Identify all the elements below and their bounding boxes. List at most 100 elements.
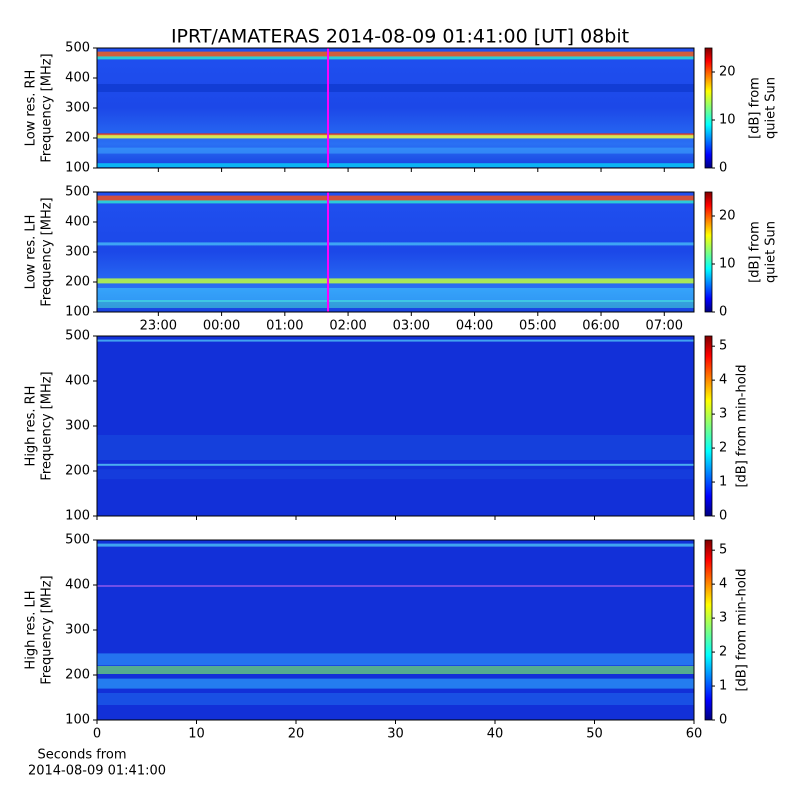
x-tick-label: 20 <box>288 727 305 742</box>
colorbar-tick-label: 2 <box>719 645 727 660</box>
y-axis-label: Low res. RH <box>24 70 39 147</box>
colorbar-label: quiet Sun <box>764 77 779 139</box>
heatmap-texture <box>97 463 694 466</box>
colorbar-tick-label: 4 <box>719 577 727 592</box>
colorbar-tick-label: 0 <box>719 305 727 320</box>
heatmap-texture <box>97 469 694 480</box>
colorbar-tick-label: 4 <box>719 373 727 388</box>
y-tick-label: 400 <box>65 578 90 593</box>
x-tick-label: 30 <box>387 727 404 742</box>
colorbar-tick-label: 3 <box>719 611 727 626</box>
y-axis-label: Frequency [MHz] <box>40 197 55 306</box>
colorbar-tick-label: 10 <box>719 257 736 272</box>
y-tick-label: 200 <box>65 131 90 146</box>
heatmap-texture <box>97 543 694 547</box>
colorbar-tick-label: 5 <box>719 543 727 558</box>
y-tick-label: 500 <box>65 41 90 56</box>
heatmap-texture <box>97 133 694 136</box>
colorbar-label: [dB] from min-hold <box>735 364 750 487</box>
heatmap-texture <box>97 666 694 674</box>
y-axis-label: High res. LH <box>24 590 39 669</box>
colorbar-tick-label: 1 <box>719 679 727 694</box>
y-axis-label: High res. RH <box>24 386 39 467</box>
colorbar <box>704 47 713 169</box>
heatmap-texture <box>97 163 694 168</box>
colorbar-tick-label: 5 <box>719 339 727 354</box>
colorbar <box>704 539 713 721</box>
colorbar-tick-label: 2 <box>719 441 727 456</box>
y-tick-label: 400 <box>65 215 90 230</box>
y-axis-label: Low res. LH <box>24 215 39 290</box>
heatmap-texture <box>97 288 694 302</box>
heatmap-texture <box>97 134 694 139</box>
heatmap-background <box>97 540 694 720</box>
colorbar-tick-label: 20 <box>719 209 736 224</box>
y-tick-label: 300 <box>65 623 90 638</box>
y-tick-label: 500 <box>65 533 90 548</box>
y-tick-label: 100 <box>65 305 90 320</box>
x-tick-label: 00:00 <box>203 319 240 334</box>
colorbar-tick-label: 20 <box>719 65 736 80</box>
colorbar-tick-label: 0 <box>719 713 727 728</box>
x-tick-label: 07:00 <box>646 319 683 334</box>
y-tick-label: 100 <box>65 161 90 176</box>
y-axis-label: Frequency [MHz] <box>40 53 55 162</box>
colorbar-tick-label: 0 <box>719 161 727 176</box>
heatmap-texture <box>97 242 694 246</box>
x-axis-label: Seconds from <box>37 748 126 763</box>
y-axis-label: Frequency [MHz] <box>40 575 55 684</box>
colorbar-label: [dB] from <box>748 221 763 283</box>
y-tick-label: 200 <box>65 275 90 290</box>
heatmap-texture <box>97 278 694 284</box>
colorbar-tick-label: 10 <box>719 113 736 128</box>
x-tick-label: 01:00 <box>266 319 303 334</box>
x-tick-label: 50 <box>586 727 603 742</box>
x-tick-label: 06:00 <box>582 319 619 334</box>
heatmap-texture <box>97 195 694 201</box>
y-tick-label: 500 <box>65 329 90 344</box>
heatmap-texture <box>97 339 694 342</box>
y-tick-label: 500 <box>65 185 90 200</box>
heatmap-texture <box>97 693 694 705</box>
x-tick-label: 04:00 <box>456 319 493 334</box>
x-tick-label: 60 <box>686 727 703 742</box>
colorbar-tick-label: 3 <box>719 407 727 422</box>
x-tick-label: 03:00 <box>393 319 430 334</box>
y-tick-label: 300 <box>65 101 90 116</box>
heatmap-texture <box>97 147 694 154</box>
y-tick-label: 100 <box>65 509 90 524</box>
x-tick-label: 40 <box>487 727 504 742</box>
heatmap-texture <box>97 51 694 57</box>
heatmap-texture <box>97 200 694 204</box>
x-tick-label: 0 <box>93 727 101 742</box>
x-tick-label: 10 <box>188 727 205 742</box>
heatmap-texture <box>97 653 694 666</box>
colorbar-label: [dB] from <box>748 77 763 139</box>
heatmap-texture <box>97 300 694 308</box>
heatmap-texture <box>97 435 694 460</box>
heatmap-texture <box>97 56 694 60</box>
y-tick-label: 400 <box>65 71 90 86</box>
x-tick-label: 23:00 <box>140 319 177 334</box>
colorbar <box>704 191 713 313</box>
heatmap-texture <box>97 678 694 689</box>
y-tick-label: 200 <box>65 668 90 683</box>
colorbar-tick-label: 0 <box>719 509 727 524</box>
y-tick-label: 200 <box>65 464 90 479</box>
y-tick-label: 400 <box>65 374 90 389</box>
y-tick-label: 300 <box>65 245 90 260</box>
colorbar <box>704 335 713 517</box>
x-axis-label: 2014-08-09 01:41:00 <box>28 764 166 779</box>
figure-title: IPRT/AMATERAS 2014-08-09 01:41:00 [UT] 0… <box>171 26 629 48</box>
colorbar-tick-label: 1 <box>719 475 727 490</box>
y-tick-label: 100 <box>65 713 90 728</box>
y-axis-label: Frequency [MHz] <box>40 371 55 480</box>
x-tick-label: 02:00 <box>329 319 366 334</box>
x-tick-label: 05:00 <box>519 319 556 334</box>
heatmap-texture <box>97 585 694 587</box>
colorbar-label: quiet Sun <box>764 221 779 283</box>
y-tick-label: 300 <box>65 419 90 434</box>
heatmap-texture <box>97 84 694 92</box>
